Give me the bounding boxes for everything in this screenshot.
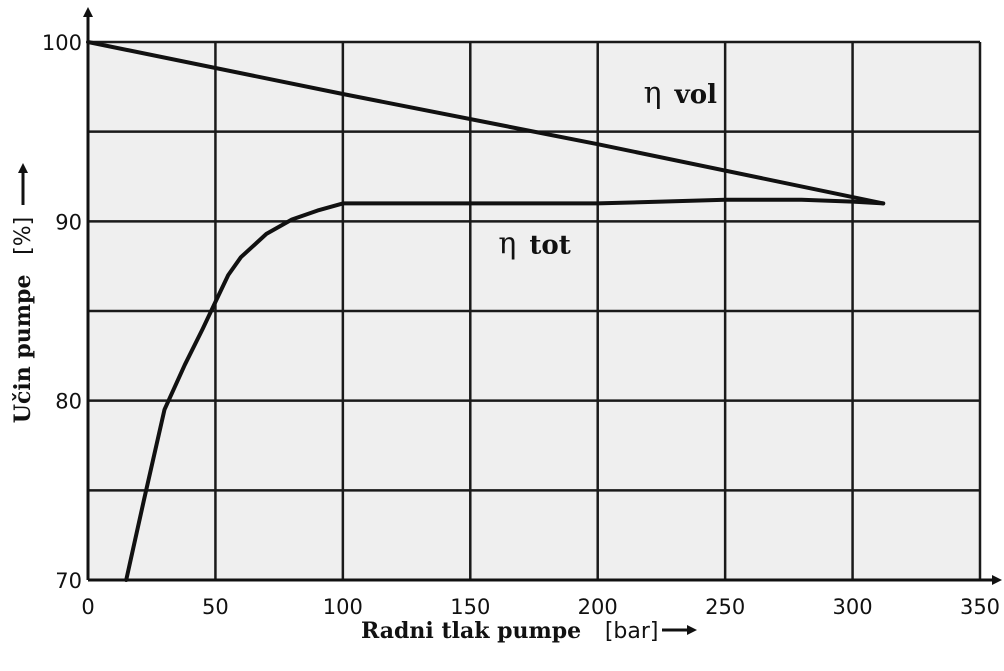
series-label-text: tot <box>529 231 570 261</box>
y-tick-label: 70 <box>55 569 82 593</box>
series-label-eta-vol: η vol <box>644 76 717 111</box>
x-tick-label: 50 <box>202 595 229 619</box>
y-axis-title: Učin pumpe [%] <box>10 217 36 423</box>
axes <box>83 7 1002 585</box>
y-tick-label: 80 <box>55 390 82 414</box>
series-label-text: vol <box>674 80 717 110</box>
x-tick-label: 0 <box>81 595 94 619</box>
x-tick-label: 250 <box>705 595 745 619</box>
y-tick-label: 100 <box>42 31 82 55</box>
eta-symbol: η <box>498 227 516 262</box>
series-eta-tot-line <box>124 197 886 582</box>
series-eta-vol-line <box>86 40 886 206</box>
tick-labels: 0 50 100 150 200 250 300 350 70 80 90 100 <box>42 31 1000 619</box>
eta-symbol: η <box>644 76 662 111</box>
series-label-eta-tot: η tot <box>498 227 570 262</box>
x-tick-label: 350 <box>960 595 1000 619</box>
x-tick-label: 100 <box>323 595 363 619</box>
y-tick-label: 90 <box>55 210 82 234</box>
y-axis-unit: [%] <box>11 217 36 255</box>
x-tick-label: 150 <box>450 595 490 619</box>
series-group <box>86 40 886 582</box>
x-tick-label: 200 <box>578 595 618 619</box>
x-axis-title: Radni tlak pumpe [bar] <box>361 618 659 644</box>
x-axis-unit: [bar] <box>605 619 659 644</box>
grid <box>88 40 982 580</box>
x-axis-label: Radni tlak pumpe <box>361 618 581 644</box>
y-axis-label: Učin pumpe <box>10 275 36 424</box>
x-tick-label: 300 <box>833 595 873 619</box>
